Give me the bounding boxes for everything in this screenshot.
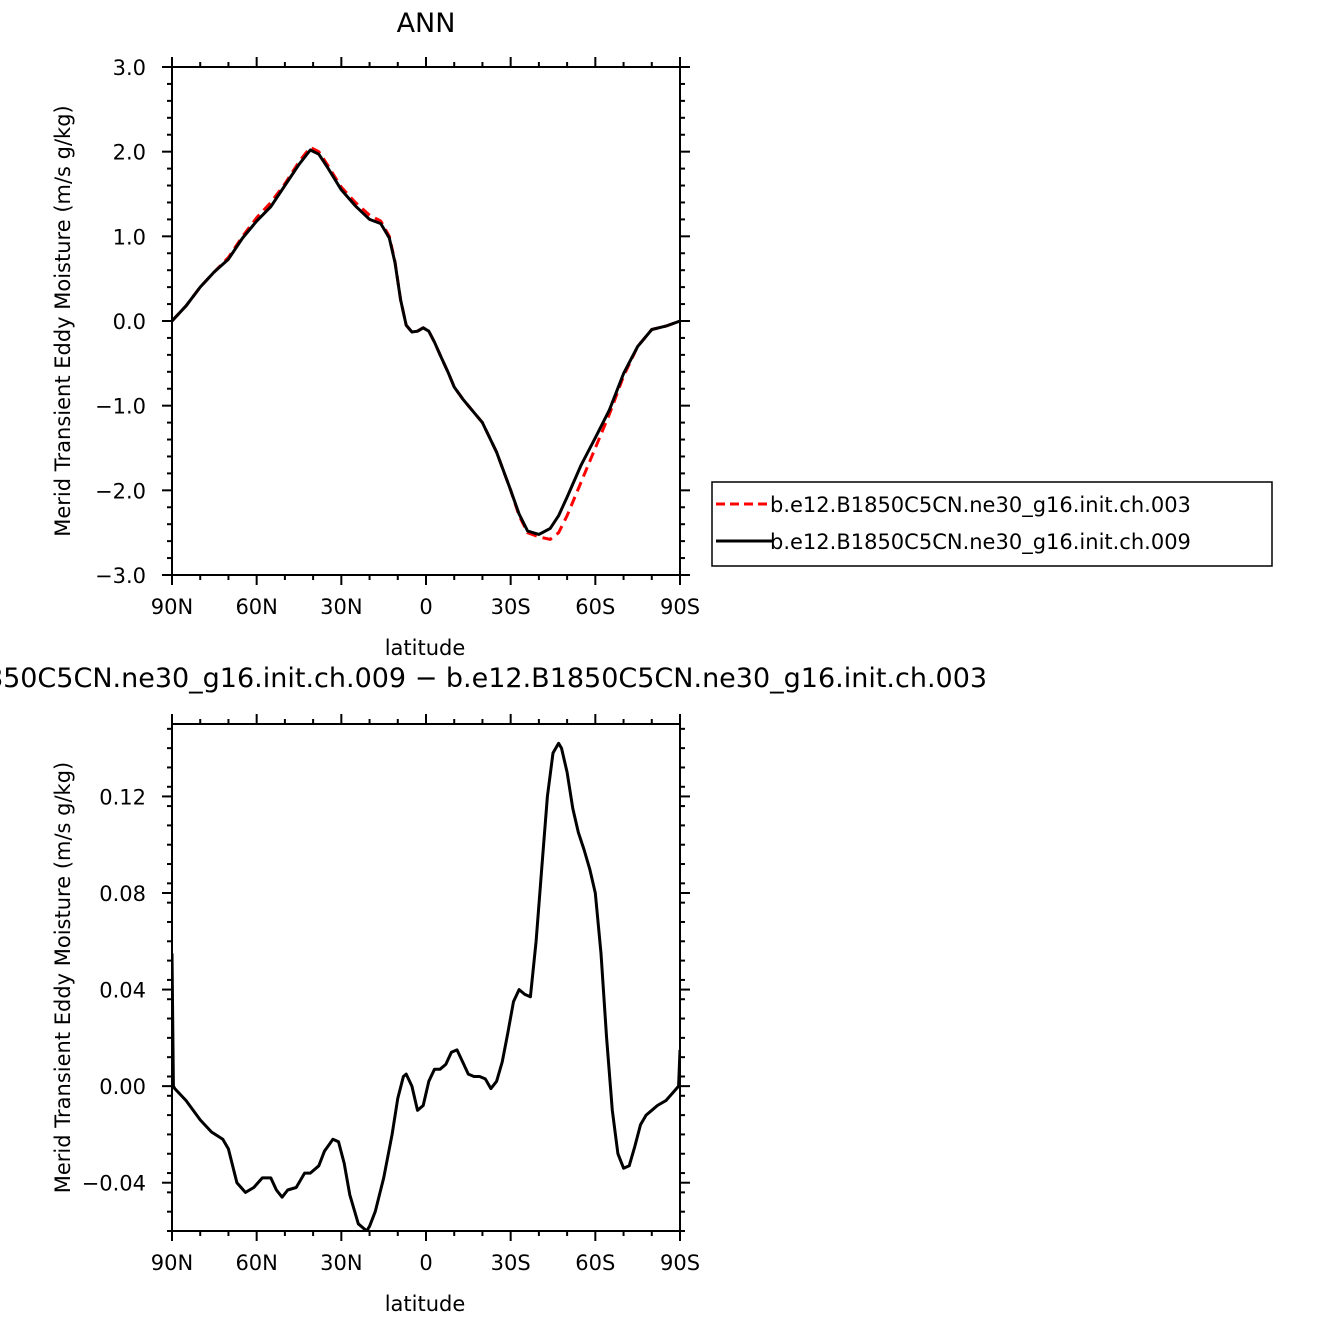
x-tick-label: 60S [575,595,615,619]
y-tick-label: 0.08 [99,882,146,906]
plot-frame [171,66,681,576]
x-tick-label: 30N [320,595,362,619]
legend-label-1: b.e12.B1850C5CN.ne30_g16.init.ch.003 [770,493,1191,518]
x-axis-label: latitude [385,636,466,660]
y-tick-label: −3.0 [95,564,146,588]
x-tick-label: 60N [235,595,277,619]
y-tick-label: 3.0 [113,56,146,80]
legend-box [711,481,1273,567]
x-tick-label: 30N [320,1251,362,1275]
chart-panel-1: ANN 90N 60N 30N 0 30S 60S 90S −3.0 −2.0 −1.0 0.0 1.0… [51,8,1273,660]
y-tick-label: 0.04 [99,979,146,1003]
x-tick-label: 60S [575,1251,615,1275]
x-axis-label: latitude [385,1292,466,1316]
y-tick-label: −1.0 [95,395,146,419]
y-axis-label: Merid Transient Eddy Moisture (m/s g/kg) [51,105,75,537]
x-tick-label: 0 [419,595,432,619]
y-tick-label: 2.0 [113,141,146,165]
chart-panel-2: b.e12.B1850C5CN.ne30_g16.init.ch.009 − b… [0,663,987,1316]
series-line-1 [172,741,680,1231]
y-tick-label: 0.00 [99,1075,146,1099]
x-tick-label: 90S [660,595,700,619]
series-line-1 [172,145,680,541]
y-tick-label: 0.0 [113,310,146,334]
x-tick-label: 30S [491,595,531,619]
x-tick-label: 90N [151,1251,193,1275]
y-tick-label: −0.04 [82,1172,146,1196]
y-tick-label: 1.0 [113,225,146,249]
x-tick-label: 90S [660,1251,700,1275]
legend-label-2: b.e12.B1850C5CN.ne30_g16.init.ch.009 [770,530,1191,555]
x-tick-label: 60N [235,1251,277,1275]
x-tick-label: 30S [491,1251,531,1275]
x-tick-label: 90N [151,595,193,619]
x-tick-label: 0 [419,1251,432,1275]
y-tick-label: 0.12 [99,785,146,809]
chart-title: ANN [397,8,456,39]
chart-title: b.e12.B1850C5CN.ne30_g16.init.ch.009 − b… [0,663,987,694]
y-tick-label: −2.0 [95,479,146,503]
series-line-2 [172,148,680,536]
y-axis-label: Merid Transient Eddy Moisture (m/s g/kg) [51,762,75,1194]
legend: b.e12.B1850C5CN.ne30_g16.init.ch.003 b.e1… [711,481,1273,567]
